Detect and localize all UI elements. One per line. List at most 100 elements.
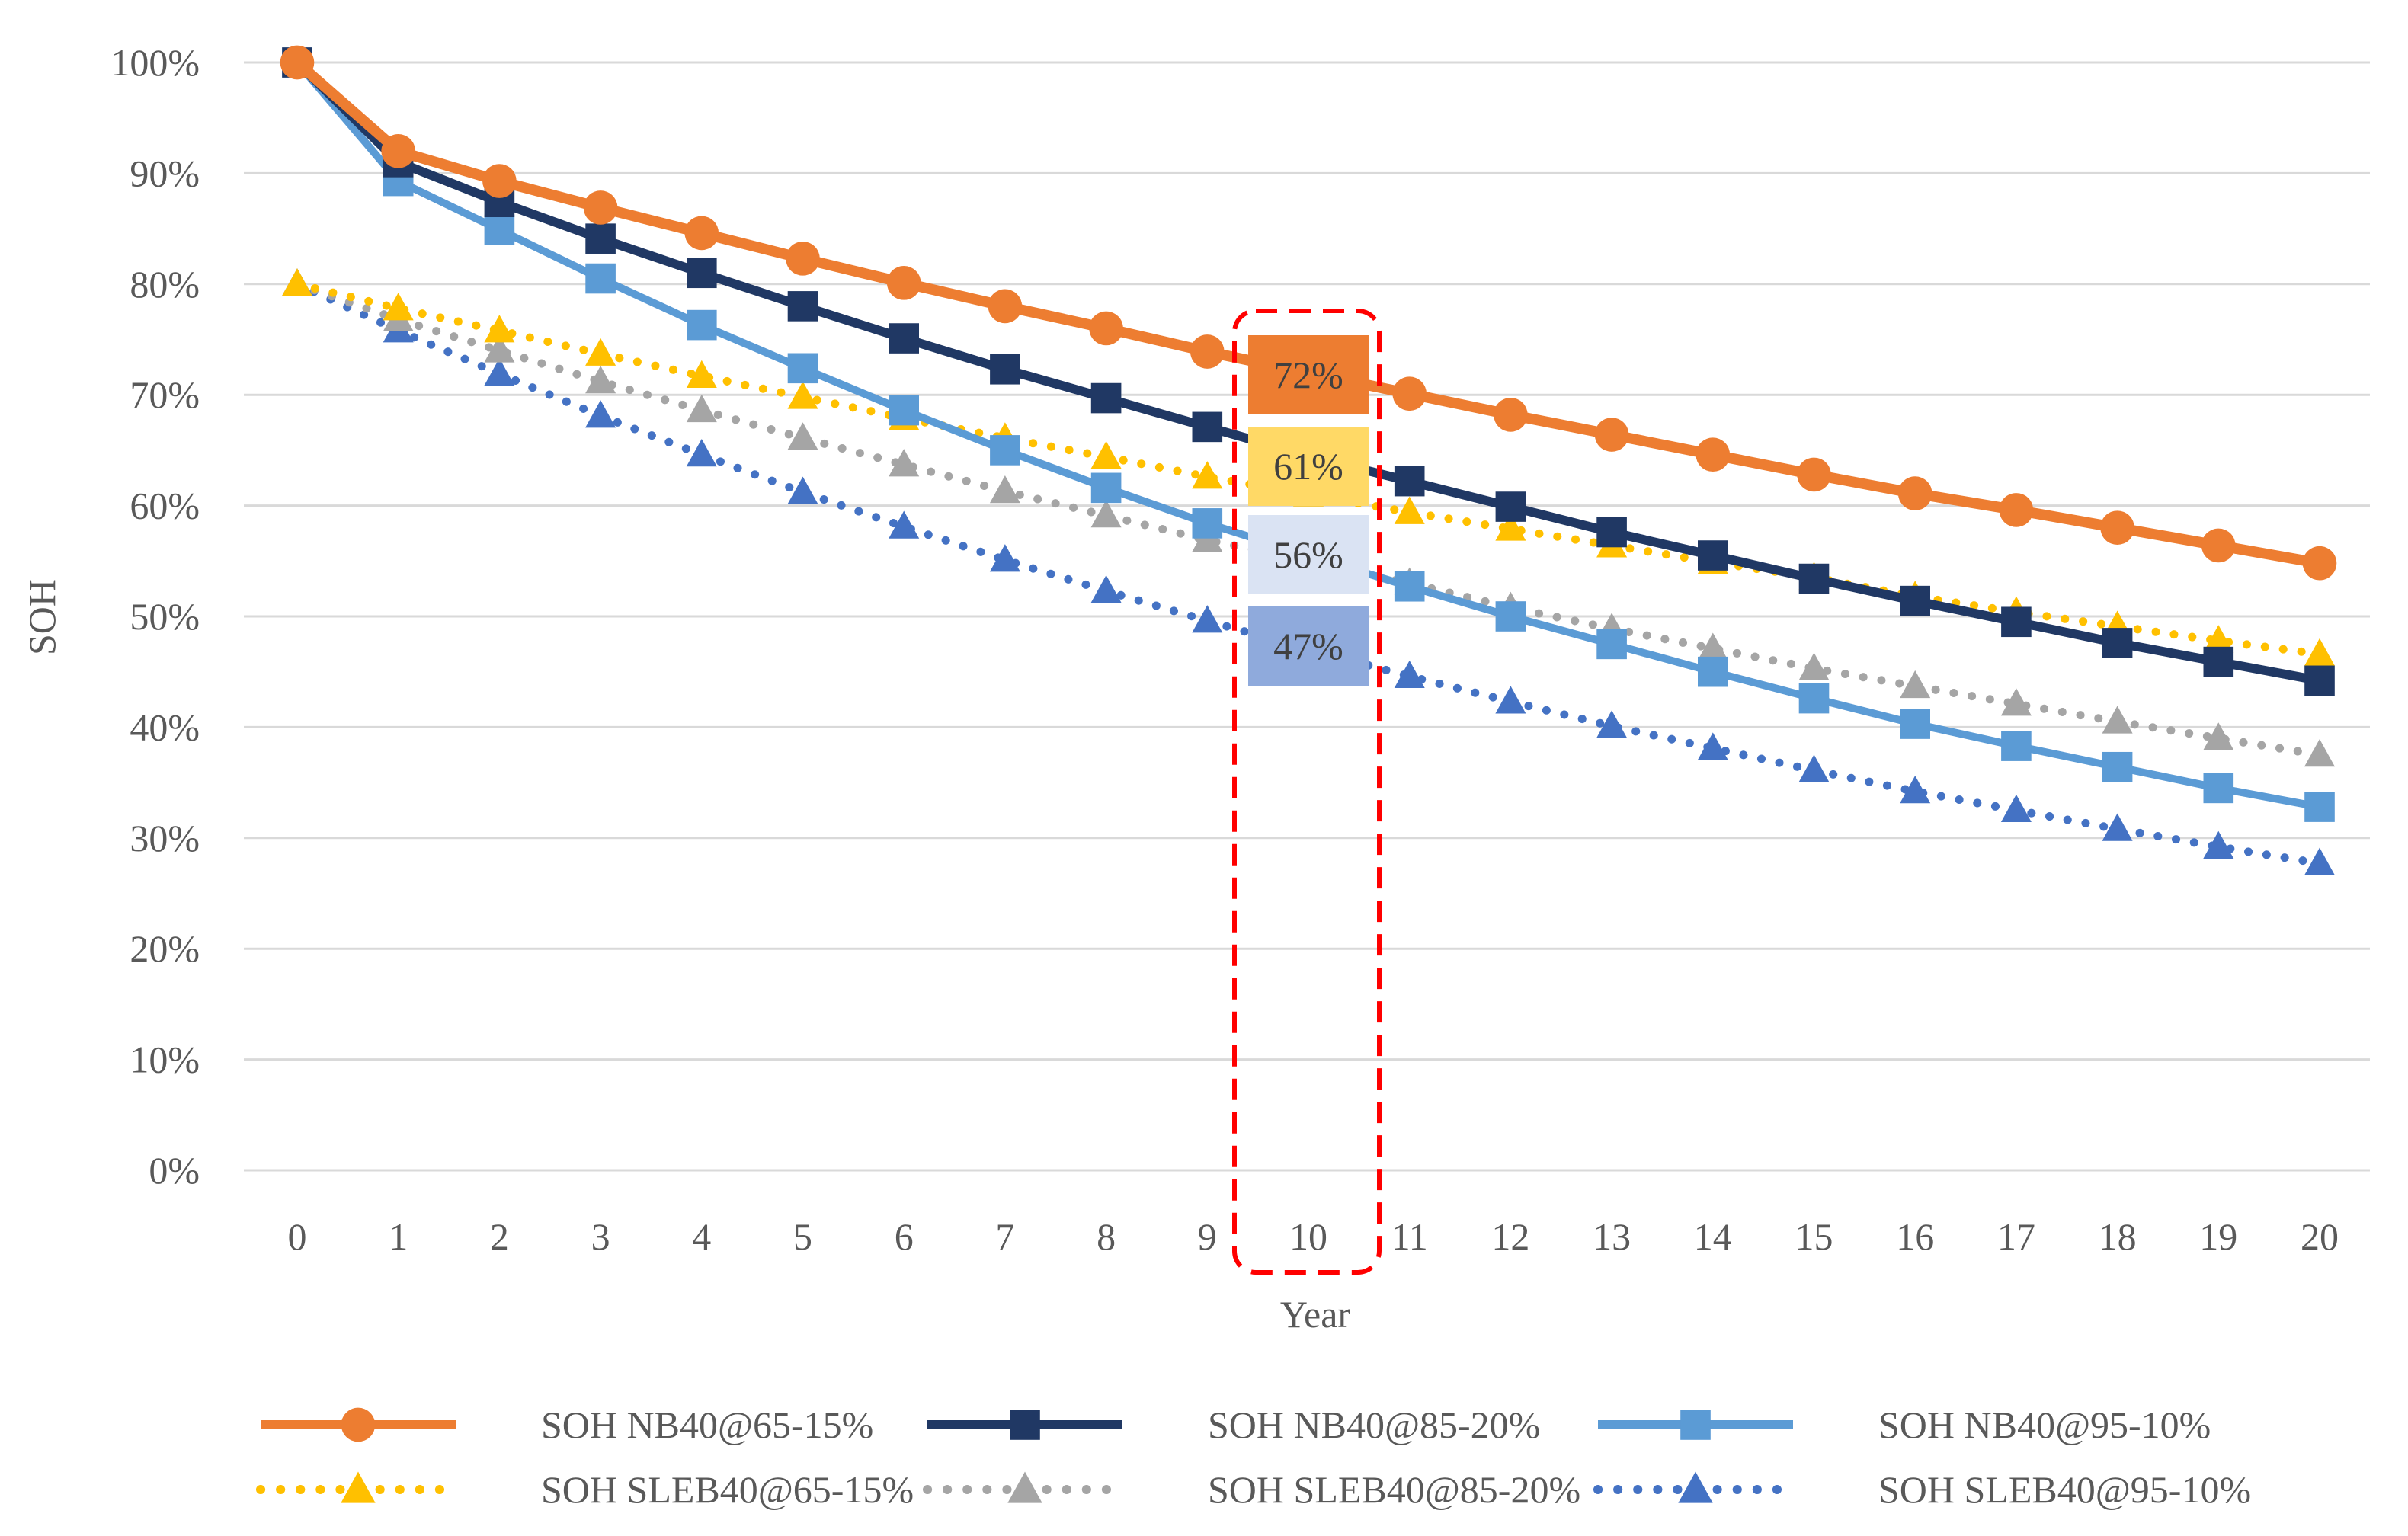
data-point [585, 263, 616, 294]
legend-label: SOH SLEB40@95-10% [1878, 1468, 2251, 1511]
data-point [686, 394, 717, 423]
data-point [2102, 751, 2133, 782]
series-line [293, 280, 2324, 658]
data-point [1900, 709, 1930, 739]
y-tick-label: 30% [130, 817, 200, 859]
data-point [889, 510, 920, 539]
y-tick-label: 90% [130, 152, 200, 194]
data-point [1495, 513, 1526, 541]
data-point [1698, 656, 1728, 687]
data-point [989, 475, 1020, 504]
data-point [1798, 754, 1830, 782]
y-tick-label: 50% [130, 595, 200, 638]
y-tick-label: 70% [130, 373, 200, 416]
data-point [1394, 571, 1425, 602]
x-tick-label: 17 [1997, 1215, 2035, 1258]
data-point [990, 354, 1020, 385]
legend-marker [341, 1407, 376, 1442]
callout-label: 72% [1273, 354, 1343, 396]
data-point [484, 315, 515, 343]
x-axis-title: Year [1280, 1293, 1350, 1336]
y-axis-tick-labels: 0% 10% 20% 30% 40% 50% 60% 70% 80% 90% 100% [110, 41, 200, 1192]
data-point [1494, 398, 1528, 432]
legend-item-soh-sleb40-85-20-: SOH SLEB40@85-20% [923, 1468, 1580, 1511]
y-tick-label: 0% [149, 1149, 200, 1192]
highlight-box-year-10 [1232, 309, 1382, 1275]
data-point [2100, 510, 2134, 545]
data-point [1089, 311, 1123, 346]
data-point [787, 381, 818, 409]
data-point [1090, 499, 1122, 528]
legend: SOH NB40@65-15% SOH NB40@85-20% SOH NB40@9… [256, 1403, 2251, 1511]
legend-label: SOH SLEB40@65-15% [541, 1468, 914, 1511]
legend-label: SOH NB40@95-10% [1878, 1403, 2211, 1446]
highlight-callouts: 72% 61% 56% 47% [1248, 335, 1369, 686]
data-point [1495, 601, 1526, 632]
data-point [1798, 563, 1830, 594]
x-tick-label: 20 [2301, 1215, 2339, 1258]
data-point [1798, 652, 1830, 680]
data-point [684, 216, 719, 251]
x-tick-label: 0 [288, 1215, 307, 1258]
legend-item-soh-sleb40-65-15-: SOH SLEB40@65-15% [256, 1468, 914, 1511]
callout-box [1248, 335, 1369, 414]
x-tick-label: 8 [1097, 1215, 1116, 1258]
data-point [2000, 794, 2032, 822]
y-tick-label: 100% [110, 41, 200, 84]
data-point [1596, 629, 1627, 660]
data-point [686, 360, 717, 389]
x-tick-label: 12 [1491, 1215, 1529, 1258]
callout-label: 61% [1273, 445, 1343, 488]
legend-item-soh-sleb40-95-10-: SOH SLEB40@95-10% [1593, 1468, 2251, 1511]
data-point [280, 45, 315, 80]
data-point [383, 293, 414, 321]
data-point [1897, 476, 1932, 510]
y-axis-title: SOH [21, 579, 63, 655]
data-point [585, 400, 616, 428]
callout-47-percent: 47% [1248, 606, 1369, 686]
data-point [1090, 382, 1122, 414]
data-point [381, 134, 416, 168]
x-tick-label: 11 [1391, 1215, 1428, 1258]
data-point [1594, 418, 1629, 452]
x-tick-label: 6 [895, 1215, 914, 1258]
data-point [787, 291, 818, 322]
data-point [1999, 493, 2034, 527]
data-point [1394, 660, 1425, 689]
data-point [2304, 847, 2336, 875]
x-tick-label: 10 [1289, 1215, 1327, 1258]
data-point [2302, 546, 2337, 581]
data-point [1697, 632, 1728, 661]
data-point [2000, 688, 2032, 716]
data-point [585, 338, 616, 366]
data-point [988, 289, 1023, 324]
y-tick-label: 40% [130, 706, 200, 748]
callout-box [1248, 515, 1369, 594]
legend-marker [1007, 1471, 1042, 1503]
x-tick-label: 19 [2199, 1215, 2237, 1258]
data-point [1090, 574, 1122, 603]
data-point [1192, 461, 1223, 489]
data-point [1900, 585, 1930, 616]
data-point [1394, 466, 1425, 497]
data-point [2304, 665, 2335, 696]
data-point [1392, 376, 1427, 411]
legend-marker [1680, 1410, 1711, 1440]
x-tick-label: 3 [591, 1215, 610, 1258]
data-point [889, 323, 919, 354]
data-point [1192, 605, 1223, 633]
data-point [1192, 411, 1223, 443]
data-point [1696, 437, 1731, 472]
data-point [787, 476, 818, 504]
y-tick-label: 60% [130, 485, 200, 527]
x-tick-label: 15 [1795, 1215, 1833, 1258]
data-point [484, 214, 515, 245]
data-point [281, 268, 313, 296]
data-point [1596, 517, 1627, 548]
data-point [2304, 739, 2336, 767]
data-point [1900, 776, 1931, 804]
y-tick-label: 10% [130, 1038, 200, 1081]
data-point [1394, 496, 1425, 524]
data-point [886, 266, 921, 300]
